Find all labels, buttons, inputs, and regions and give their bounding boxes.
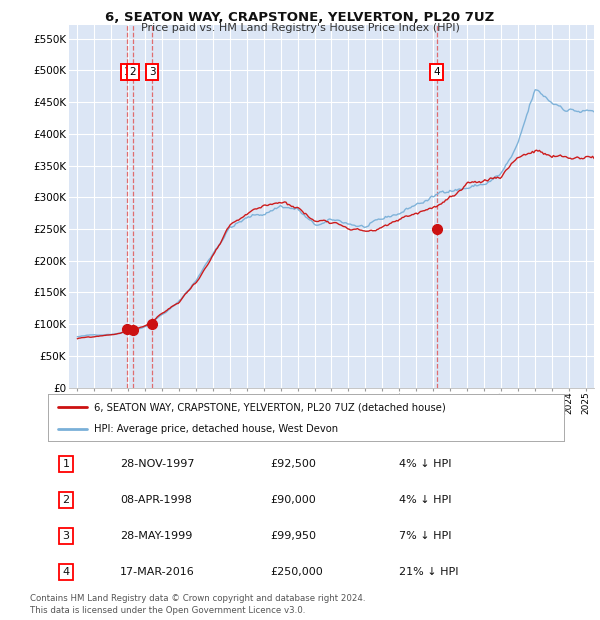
Text: 4: 4 bbox=[62, 567, 70, 577]
Text: 4% ↓ HPI: 4% ↓ HPI bbox=[399, 459, 451, 469]
Text: 2: 2 bbox=[62, 495, 70, 505]
Text: 4: 4 bbox=[433, 68, 440, 78]
Text: HPI: Average price, detached house, West Devon: HPI: Average price, detached house, West… bbox=[94, 423, 338, 434]
Text: 21% ↓ HPI: 21% ↓ HPI bbox=[399, 567, 458, 577]
Text: 28-MAY-1999: 28-MAY-1999 bbox=[120, 531, 193, 541]
Text: £92,500: £92,500 bbox=[270, 459, 316, 469]
Text: 1: 1 bbox=[62, 459, 70, 469]
Text: 17-MAR-2016: 17-MAR-2016 bbox=[120, 567, 195, 577]
Text: £99,950: £99,950 bbox=[270, 531, 316, 541]
Text: £90,000: £90,000 bbox=[270, 495, 316, 505]
Text: 08-APR-1998: 08-APR-1998 bbox=[120, 495, 192, 505]
Text: 28-NOV-1997: 28-NOV-1997 bbox=[120, 459, 195, 469]
Text: 3: 3 bbox=[62, 531, 70, 541]
Text: 4% ↓ HPI: 4% ↓ HPI bbox=[399, 495, 451, 505]
Text: 2: 2 bbox=[130, 68, 136, 78]
Text: 6, SEATON WAY, CRAPSTONE, YELVERTON, PL20 7UZ: 6, SEATON WAY, CRAPSTONE, YELVERTON, PL2… bbox=[106, 11, 494, 24]
Text: 1: 1 bbox=[124, 68, 130, 78]
Text: £250,000: £250,000 bbox=[270, 567, 323, 577]
Text: 3: 3 bbox=[149, 68, 155, 78]
Text: Contains HM Land Registry data © Crown copyright and database right 2024.
This d: Contains HM Land Registry data © Crown c… bbox=[30, 594, 365, 615]
Text: 6, SEATON WAY, CRAPSTONE, YELVERTON, PL20 7UZ (detached house): 6, SEATON WAY, CRAPSTONE, YELVERTON, PL2… bbox=[94, 402, 446, 412]
Text: Price paid vs. HM Land Registry's House Price Index (HPI): Price paid vs. HM Land Registry's House … bbox=[140, 23, 460, 33]
Text: 7% ↓ HPI: 7% ↓ HPI bbox=[399, 531, 451, 541]
